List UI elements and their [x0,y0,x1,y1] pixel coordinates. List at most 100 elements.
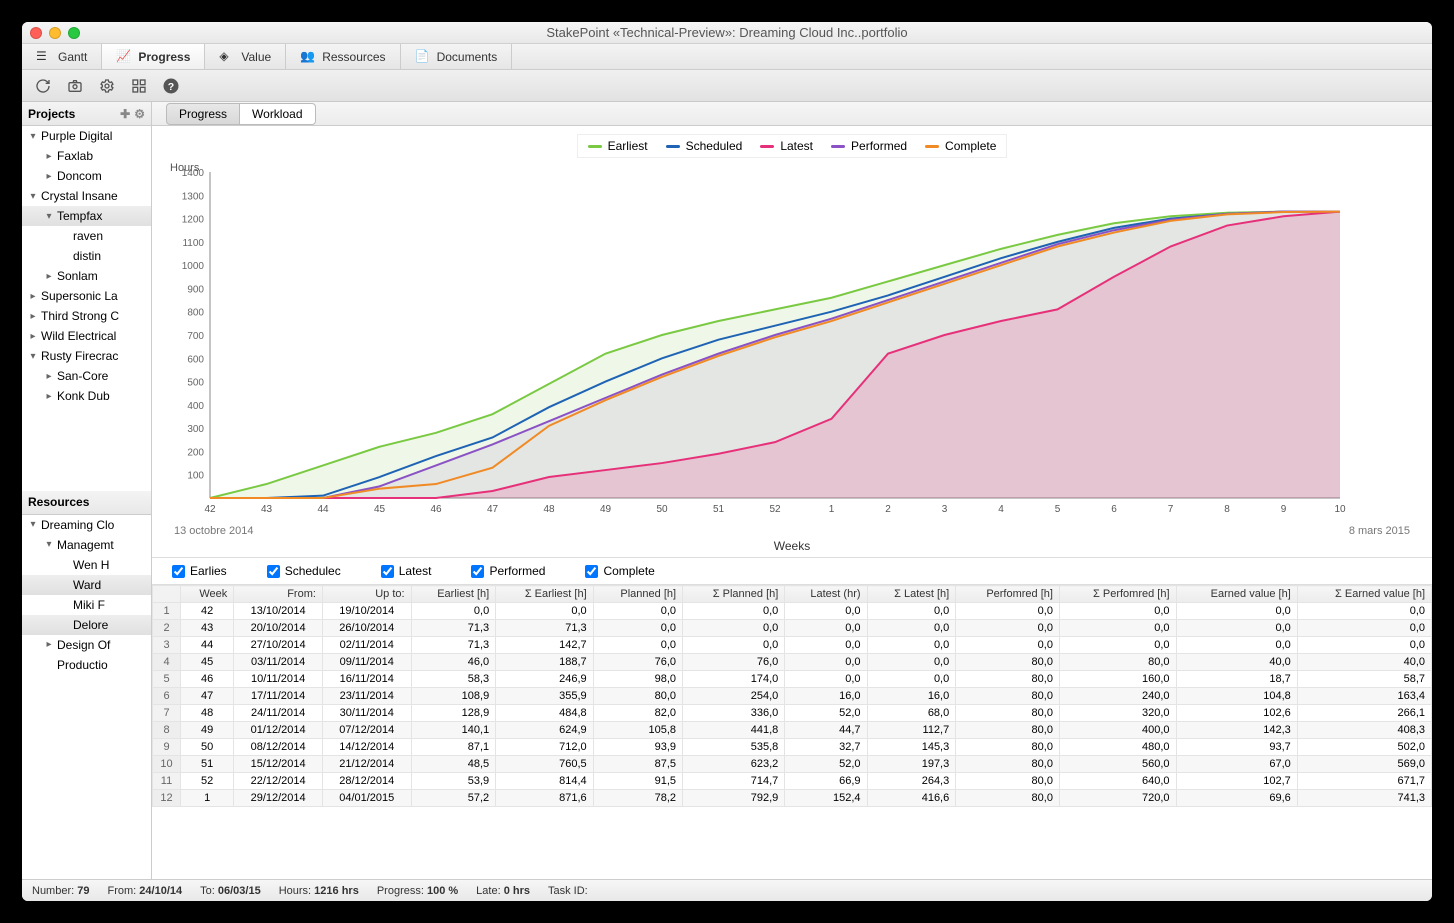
table-row[interactable]: 54610/11/201416/11/201458,3246,998,0174,… [153,671,1432,688]
grid-button[interactable] [128,75,150,97]
column-header[interactable]: Earned value [h] [1176,586,1297,603]
svg-text:5: 5 [1055,504,1061,515]
table-row[interactable]: 14213/10/201419/10/20140,00,00,00,00,00,… [153,603,1432,620]
tree-item[interactable]: ▾Purple Digital [22,126,151,146]
table-row[interactable]: 24320/10/201426/10/201471,371,30,00,00,0… [153,620,1432,637]
row-number-header [153,586,181,603]
tree-item[interactable]: ▸Doncom [22,166,151,186]
tab-gantt[interactable]: ☰Gantt [22,44,102,69]
data-table-wrap[interactable]: WeekFrom:Up to:Earliest [h]Σ Earliest [h… [152,585,1432,879]
progress-icon: 📈 [116,49,132,65]
table-row[interactable]: 44503/11/201409/11/201446,0188,776,076,0… [153,654,1432,671]
table-row[interactable]: 12129/12/201404/01/201557,2871,678,2792,… [153,790,1432,807]
table-cell: 535,8 [683,739,785,756]
tree-item[interactable]: ▸Konk Dub [22,386,151,406]
series-checkbox[interactable]: Complete [585,564,654,578]
series-checkbox[interactable]: Latest [381,564,432,578]
svg-text:900: 900 [187,284,204,295]
tree-item[interactable]: ▸Supersonic La [22,286,151,306]
table-row[interactable]: 34427/10/201402/11/201471,3142,70,00,00,… [153,637,1432,654]
tree-item[interactable]: ▸Faxlab [22,146,151,166]
table-cell: 0,0 [1059,603,1176,620]
tree-item[interactable]: distin [22,246,151,266]
sidebar-settings-icon[interactable]: ⚙ [134,107,145,121]
tree-item[interactable]: ▸Wild Electrical [22,326,151,346]
svg-text:10: 10 [1334,504,1346,515]
settings-button[interactable] [96,75,118,97]
column-header[interactable]: Up to: [322,586,411,603]
snapshot-button[interactable] [64,75,86,97]
tab-documents[interactable]: 📄Documents [401,44,513,69]
tree-item[interactable]: ▾Dreaming Clo [22,515,151,535]
tree-item[interactable]: ▾Tempfax [22,206,151,226]
tree-item[interactable]: ▾Rusty Firecrac [22,346,151,366]
tab-value[interactable]: ◈Value [205,44,286,69]
column-header[interactable]: Σ Earned value [h] [1297,586,1431,603]
tab-progress[interactable]: 📈Progress [102,44,205,69]
tree-item[interactable]: ▾Crystal Insane [22,186,151,206]
disclosure-icon: ▸ [28,331,38,342]
tree-item[interactable]: Productio [22,655,151,675]
column-header[interactable]: Perfomred [h] [956,586,1060,603]
column-header[interactable]: From: [234,586,323,603]
svg-text:52: 52 [769,504,781,515]
table-row[interactable]: 64717/11/201423/11/2014108,9355,980,0254… [153,688,1432,705]
svg-text:1: 1 [829,504,835,515]
close-window-button[interactable] [30,27,42,39]
subtab-workload[interactable]: Workload [240,103,315,125]
data-table: WeekFrom:Up to:Earliest [h]Σ Earliest [h… [152,585,1432,807]
checkbox-input[interactable] [381,565,394,578]
zoom-window-button[interactable] [68,27,80,39]
column-header[interactable]: Planned [h] [593,586,682,603]
checkbox-input[interactable] [471,565,484,578]
table-row[interactable]: 84901/12/201407/12/2014140,1624,9105,844… [153,722,1432,739]
subtab-progress[interactable]: Progress [166,103,240,125]
tree-item[interactable]: Wen H [22,555,151,575]
table-row[interactable]: 105115/12/201421/12/201448,5760,587,5623… [153,756,1432,773]
table-row[interactable]: 74824/11/201430/11/2014128,9484,882,0336… [153,705,1432,722]
table-row[interactable]: 95008/12/201414/12/201487,1712,093,9535,… [153,739,1432,756]
tree-item[interactable]: Miki F [22,595,151,615]
column-header[interactable]: Σ Perfomred [h] [1059,586,1176,603]
status-number-label: Number: [32,885,74,897]
add-project-icon[interactable]: ✚ [120,107,130,121]
table-cell: 16,0 [785,688,867,705]
tree-item[interactable]: ▾Managemt [22,535,151,555]
series-checkbox[interactable]: Schedulec [267,564,341,578]
tree-item[interactable]: ▸Sonlam [22,266,151,286]
tree-item[interactable]: Ward [22,575,151,595]
tree-item[interactable]: ▸Third Strong C [22,306,151,326]
tree-item[interactable]: ▸Design Of [22,635,151,655]
checkbox-input[interactable] [267,565,280,578]
tree-item[interactable]: raven [22,226,151,246]
column-header[interactable]: Σ Planned [h] [683,586,785,603]
table-cell: 624,9 [496,722,593,739]
column-header[interactable]: Earliest [h] [411,586,496,603]
refresh-button[interactable] [32,75,54,97]
tab-ressources[interactable]: 👥Ressources [286,44,400,69]
table-cell: 44 [181,637,234,654]
series-checkbox[interactable]: Performed [471,564,545,578]
table-cell: 07/12/2014 [322,722,411,739]
table-cell: 0,0 [956,620,1060,637]
column-header[interactable]: Week [181,586,234,603]
checkbox-input[interactable] [172,565,185,578]
help-button[interactable]: ? [160,75,182,97]
svg-text:51: 51 [713,504,725,515]
table-cell: 21/12/2014 [322,756,411,773]
column-header[interactable]: Σ Earliest [h] [496,586,593,603]
column-header[interactable]: Latest (hr) [785,586,867,603]
column-header[interactable]: Σ Latest [h] [867,586,956,603]
tree-item[interactable]: ▸San-Core [22,366,151,386]
table-row[interactable]: 115222/12/201428/12/201453,9814,491,5714… [153,773,1432,790]
legend-item: Complete [925,139,996,153]
tree-item[interactable]: Delore [22,615,151,635]
table-cell: 20/10/2014 [234,620,323,637]
minimize-window-button[interactable] [49,27,61,39]
table-cell: 0,0 [593,620,682,637]
row-number: 6 [153,688,181,705]
table-cell: 0,0 [496,603,593,620]
table-cell: 87,1 [411,739,496,756]
series-checkbox[interactable]: Earlies [172,564,227,578]
checkbox-input[interactable] [585,565,598,578]
